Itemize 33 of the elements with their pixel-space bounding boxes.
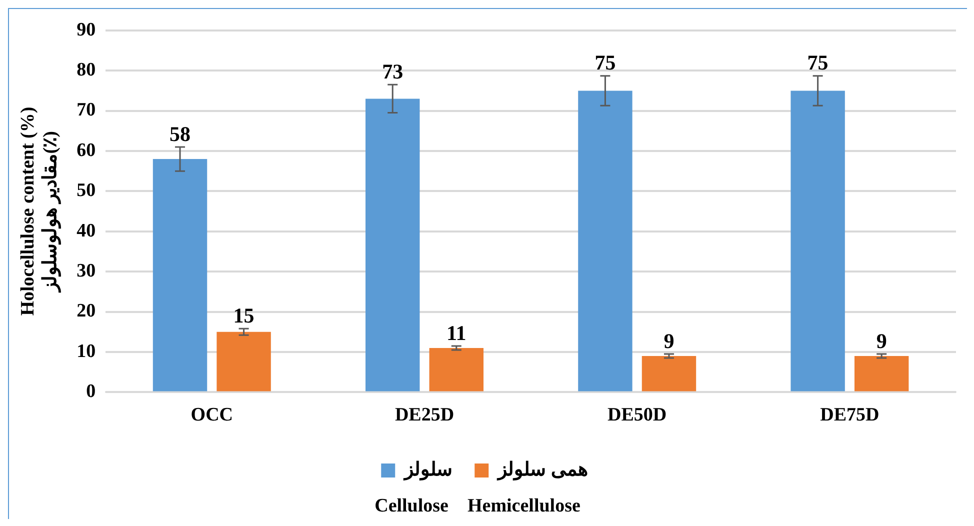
bar [642,356,696,392]
x-tick-label: DE75D [820,404,880,426]
data-label: 9 [876,328,887,353]
bar [429,348,484,392]
bar [152,159,208,392]
x-tick-label: DE50D [608,404,667,426]
y-tick-label: 80 [76,60,96,81]
y-tick-label: 70 [76,100,96,121]
data-label: 75 [594,50,616,75]
x-tick-label: DE25D [394,404,454,426]
y-tick-label: 10 [76,340,96,362]
bar [366,98,420,392]
data-label: 11 [446,320,466,345]
y-tick-label: 40 [76,220,96,242]
data-label: 58 [170,122,191,146]
legend-label: سلولز [402,459,453,480]
data-label: 75 [807,50,828,75]
y-tick-label: 50 [76,180,96,202]
bar [854,356,909,392]
legend-label: همی سلولز [496,459,588,480]
y-tick-label: 30 [76,260,96,282]
data-label: 15 [233,304,254,328]
bar [578,90,632,392]
data-label: 73 [382,60,404,84]
y-tick-label: 60 [76,140,96,161]
text: Cellulose Hemicellulose [374,495,580,516]
bar [790,90,845,392]
y-tick-label: 90 [76,19,96,40]
bar [216,332,271,392]
data-label: 9 [664,328,674,353]
x-tick-label: OCC [190,404,234,426]
y-tick-label: 20 [76,300,96,322]
y-tick-label: 0 [86,381,96,402]
